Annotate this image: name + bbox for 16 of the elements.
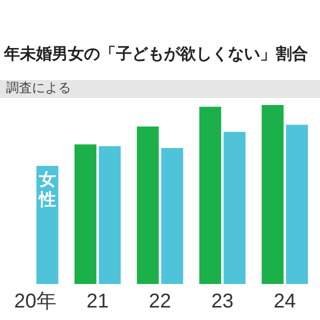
x-tick-label: 20年 bbox=[14, 290, 56, 313]
bar bbox=[224, 132, 246, 284]
bar bbox=[74, 144, 96, 284]
bar bbox=[286, 124, 308, 284]
bar bbox=[161, 148, 184, 284]
chart-title: 年未婚男女の「子どもが欲しくない」割合 bbox=[4, 43, 308, 65]
bar bbox=[199, 106, 222, 284]
x-tick-label: 24 bbox=[274, 290, 296, 313]
x-tick-label: 22 bbox=[148, 290, 172, 313]
text: 調査による bbox=[0, 80, 320, 98]
x-tick-label: 23 bbox=[211, 290, 234, 313]
bar bbox=[136, 126, 159, 284]
series-label: 女性 bbox=[38, 170, 56, 210]
bar bbox=[98, 146, 121, 284]
bar bbox=[262, 105, 284, 284]
x-tick-label: 21 bbox=[86, 290, 109, 313]
